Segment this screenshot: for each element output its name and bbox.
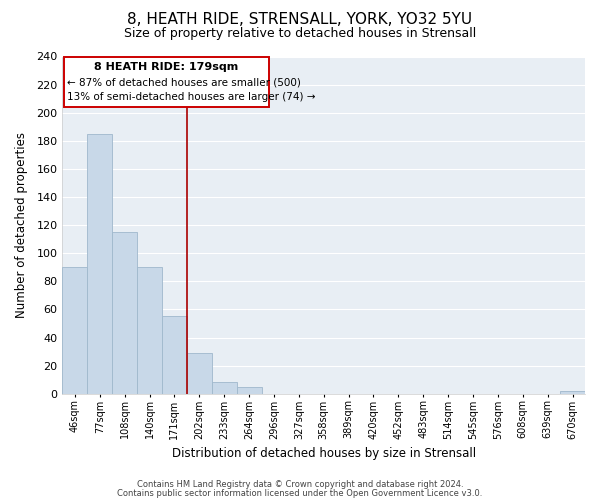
Text: 8, HEATH RIDE, STRENSALL, YORK, YO32 5YU: 8, HEATH RIDE, STRENSALL, YORK, YO32 5YU bbox=[127, 12, 473, 28]
Text: ← 87% of detached houses are smaller (500): ← 87% of detached houses are smaller (50… bbox=[67, 78, 301, 88]
Bar bbox=[88, 134, 112, 394]
Bar bbox=[187, 353, 212, 394]
Bar bbox=[162, 316, 187, 394]
Text: Contains HM Land Registry data © Crown copyright and database right 2024.: Contains HM Land Registry data © Crown c… bbox=[137, 480, 463, 489]
Bar bbox=[62, 268, 88, 394]
Text: 13% of semi-detached houses are larger (74) →: 13% of semi-detached houses are larger (… bbox=[67, 92, 316, 102]
Bar bbox=[212, 382, 236, 394]
Text: 8 HEATH RIDE: 179sqm: 8 HEATH RIDE: 179sqm bbox=[94, 62, 238, 72]
Y-axis label: Number of detached properties: Number of detached properties bbox=[15, 132, 28, 318]
X-axis label: Distribution of detached houses by size in Strensall: Distribution of detached houses by size … bbox=[172, 447, 476, 460]
Text: Size of property relative to detached houses in Strensall: Size of property relative to detached ho… bbox=[124, 28, 476, 40]
Bar bbox=[560, 391, 585, 394]
Bar bbox=[112, 232, 137, 394]
Text: Contains public sector information licensed under the Open Government Licence v3: Contains public sector information licen… bbox=[118, 488, 482, 498]
Bar bbox=[137, 268, 162, 394]
Bar bbox=[236, 386, 262, 394]
FancyBboxPatch shape bbox=[64, 56, 269, 107]
